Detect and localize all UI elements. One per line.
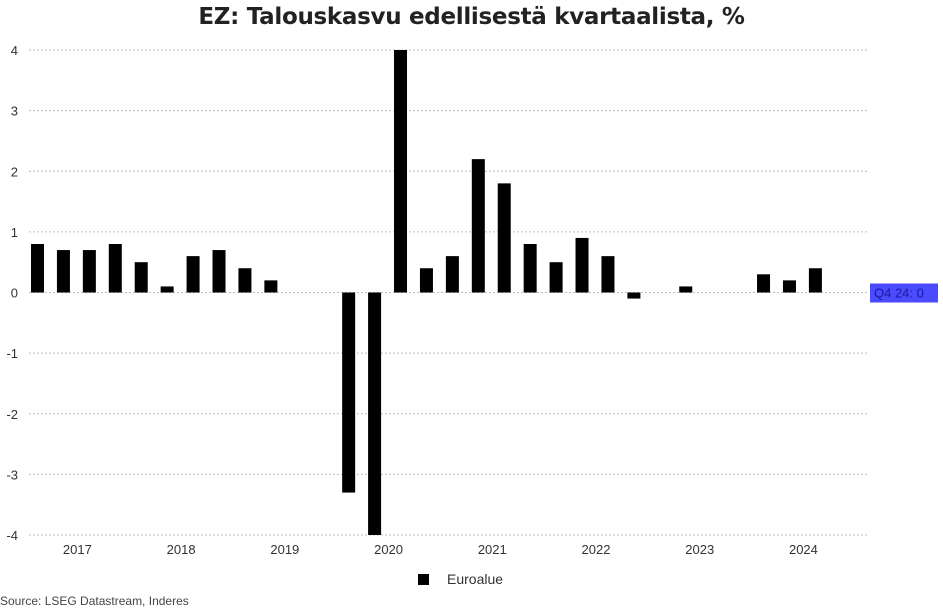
bar bbox=[627, 292, 641, 299]
bar bbox=[368, 292, 382, 535]
y-axis-ticks: 4 3 2 1 0 -1 -2 -3 -4 bbox=[6, 43, 18, 543]
bar bbox=[575, 237, 589, 293]
annotation-label: Q4 24: 0 bbox=[874, 286, 924, 301]
bar bbox=[523, 244, 537, 293]
bar bbox=[757, 274, 771, 293]
bar bbox=[108, 244, 122, 293]
x-tick-label: 2024 bbox=[789, 542, 818, 557]
x-tick-label: 2020 bbox=[374, 542, 403, 557]
y-tick-label: -3 bbox=[6, 467, 18, 482]
bar bbox=[160, 286, 174, 293]
bar bbox=[549, 262, 563, 293]
bars bbox=[31, 50, 822, 535]
y-tick-label: 2 bbox=[11, 164, 18, 179]
chart-title: EZ: Talouskasvu edellisestä kvartaalista… bbox=[198, 4, 745, 30]
bar bbox=[186, 256, 200, 293]
x-tick-label: 2023 bbox=[685, 542, 714, 557]
bar bbox=[419, 268, 433, 293]
bar bbox=[264, 280, 278, 293]
bar bbox=[601, 256, 615, 293]
legend-swatch bbox=[418, 573, 429, 585]
x-axis-ticks: 2017 2018 2019 2020 2021 2022 2023 2024 bbox=[63, 542, 818, 557]
legend-label: Euroalue bbox=[447, 571, 504, 587]
bar bbox=[134, 262, 148, 293]
x-tick-label: 2021 bbox=[478, 542, 507, 557]
bar bbox=[56, 250, 70, 293]
bar bbox=[82, 250, 96, 293]
annotation-box bbox=[870, 283, 938, 303]
value-annotation: Q4 24: 0 bbox=[870, 283, 938, 303]
y-tick-label: -4 bbox=[6, 528, 18, 543]
bar bbox=[808, 268, 822, 293]
bar bbox=[497, 183, 511, 293]
x-tick-label: 2019 bbox=[270, 542, 299, 557]
bar bbox=[31, 244, 44, 293]
bar bbox=[212, 250, 226, 293]
bar bbox=[394, 50, 408, 293]
legend: Euroalue bbox=[418, 571, 503, 587]
y-tick-label: 3 bbox=[11, 104, 18, 119]
y-tick-label: 0 bbox=[11, 286, 18, 301]
y-tick-label: -2 bbox=[6, 407, 18, 422]
bar bbox=[471, 159, 485, 293]
bar bbox=[238, 268, 252, 293]
x-tick-label: 2022 bbox=[582, 542, 611, 557]
bar bbox=[679, 286, 693, 293]
y-tick-label: 4 bbox=[11, 43, 18, 58]
source-note: Source: LSEG Datastream, Inderes bbox=[0, 594, 189, 608]
y-tick-label: 1 bbox=[11, 225, 18, 240]
x-tick-label: 2018 bbox=[167, 542, 196, 557]
x-tick-label: 2017 bbox=[63, 542, 92, 557]
bar bbox=[782, 280, 796, 293]
bar bbox=[342, 292, 356, 493]
bar bbox=[445, 256, 459, 293]
y-tick-label: -1 bbox=[6, 346, 18, 361]
